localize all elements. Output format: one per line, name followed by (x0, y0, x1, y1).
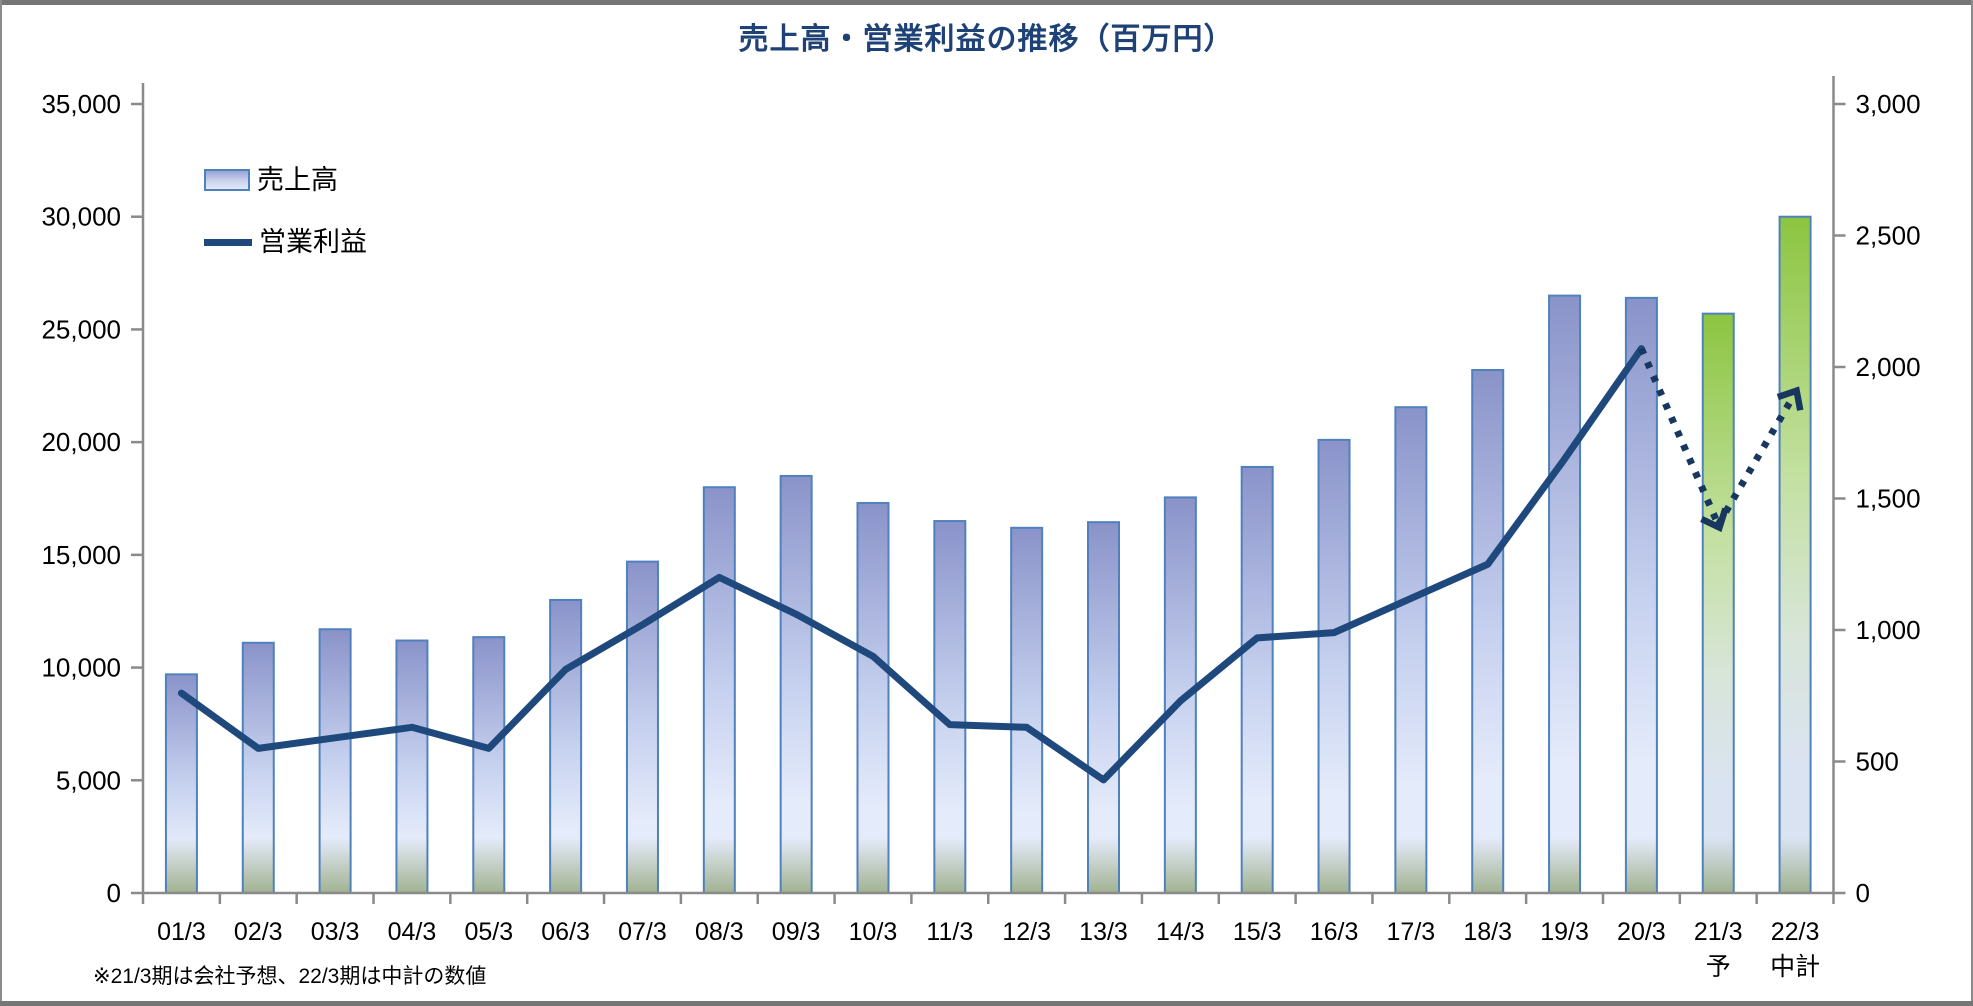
x-axis-label: 18/3 (1463, 918, 1512, 946)
left-axis-tick-label: 10,000 (41, 653, 121, 683)
left-axis-tick-label: 0 (107, 878, 121, 908)
right-axis-tick-label: 2,000 (1856, 352, 1921, 382)
x-axis-label: 20/3 (1617, 918, 1666, 946)
forecast-arrow-up (1715, 386, 1804, 527)
revenue-bars (164, 215, 1812, 895)
bar-10/3 (856, 502, 890, 894)
x-axis-label: 04/3 (388, 918, 437, 946)
legend-item-profit: 営業利益 (204, 220, 367, 264)
axes (131, 76, 1846, 904)
x-axis-label: 11/3 (926, 918, 973, 946)
right-axis-tick-label: 1,000 (1856, 615, 1921, 645)
chart-footnote: ※21/3期は会社予想、22/3期は中計の数値 (93, 965, 487, 988)
revenue-bar-swatch-icon (204, 169, 250, 191)
x-axis-label: 09/3 (772, 918, 821, 946)
left-axis-tick-label: 35,000 (41, 89, 121, 119)
bar-14/3 (1163, 496, 1197, 894)
x-axis-label: 05/3 (464, 918, 513, 946)
bar-13/3 (1087, 521, 1121, 894)
chart-legend: 売上高 営業利益 (204, 158, 367, 282)
x-axis-label: 21/3 (1694, 918, 1743, 946)
right-axis-tick-labels: 0 500 1,000 1,500 2,000 2,500 3,000 (1856, 89, 1921, 908)
x-axis-label: 17/3 (1387, 918, 1436, 946)
window-right-edge (1971, 0, 1973, 1006)
x-axis-label: 01/3 (157, 918, 206, 946)
window-bottom-edge (0, 1001, 1973, 1006)
left-axis-tick-label: 25,000 (41, 314, 121, 344)
bar-16/3 (1317, 438, 1351, 894)
x-axis-label: 02/3 (234, 918, 283, 946)
bar-02/3 (241, 641, 275, 894)
bar-07/3 (625, 560, 659, 894)
x-axis-label: 16/3 (1310, 918, 1359, 946)
bar-12/3 (1010, 526, 1044, 894)
profit-line-swatch-icon (204, 238, 252, 246)
bar-11/3 (933, 520, 967, 894)
window-top-edge (0, 0, 1973, 5)
legend-label-profit: 営業利益 (259, 226, 367, 257)
x-axis-label: 13/3 (1079, 918, 1128, 946)
bar-15/3 (1240, 465, 1274, 894)
operating-profit-line (177, 345, 1645, 784)
bar-21/3 (1701, 312, 1735, 894)
bar-05/3 (472, 636, 506, 894)
legend-item-revenue: 売上高 (204, 158, 367, 202)
right-axis-tick-label: 1,500 (1856, 484, 1921, 514)
x-axis-label: 14/3 (1156, 918, 1205, 946)
left-axis-tick-label: 5,000 (56, 765, 121, 795)
left-axis-tick-label: 20,000 (41, 427, 121, 457)
left-axis-tick-labels: 0 5,000 10,000 15,000 20,000 25,000 30,000 35,0… (41, 89, 121, 908)
right-axis-tick-label: 2,500 (1856, 221, 1921, 251)
left-axis-tick-label: 30,000 (41, 202, 121, 232)
right-axis-tick-label: 3,000 (1856, 89, 1921, 119)
bar-01/3 (164, 673, 198, 894)
x-axis-label: 07/3 (618, 918, 667, 946)
x-axis-label: 08/3 (695, 918, 744, 946)
x-axis-label: 10/3 (849, 918, 898, 946)
left-axis-tick-label: 15,000 (41, 540, 121, 570)
right-axis-tick-label: 0 (1856, 878, 1870, 908)
x-axis-label: 06/3 (541, 918, 590, 946)
bar-17/3 (1394, 406, 1428, 894)
x-axis-labels: 01/3 02/3 03/3 04/3 05/3 06/3 07/3 08/3 09/3 10/3… (157, 918, 1820, 981)
bar-08/3 (702, 486, 736, 894)
bar-04/3 (395, 639, 429, 895)
bar-20/3 (1624, 296, 1658, 894)
window-left-edge (0, 0, 2, 1006)
x-axis-label: 03/3 (311, 918, 360, 946)
bar-03/3 (318, 628, 352, 895)
x-axis-label: 19/3 (1540, 918, 1589, 946)
x-axis-label: 22/3 (1771, 918, 1820, 946)
bar-18/3 (1471, 369, 1505, 894)
right-axis-tick-label: 500 (1856, 747, 1899, 777)
legend-label-revenue: 売上高 (257, 164, 338, 195)
forecast-arrow-down (1638, 347, 1729, 533)
bar-09/3 (779, 474, 813, 894)
x-axis-label: 15/3 (1233, 918, 1282, 946)
x-axis-sublabel: 中計 (1770, 953, 1820, 981)
chart-title: 売上高・営業利益の推移（百万円） (738, 23, 1235, 56)
x-axis-label: 12/3 (1002, 918, 1051, 946)
bar-22/3 (1778, 215, 1812, 894)
x-axis-sublabel: 予 (1706, 953, 1731, 981)
bar-06/3 (549, 598, 583, 894)
bar-19/3 (1548, 294, 1582, 895)
